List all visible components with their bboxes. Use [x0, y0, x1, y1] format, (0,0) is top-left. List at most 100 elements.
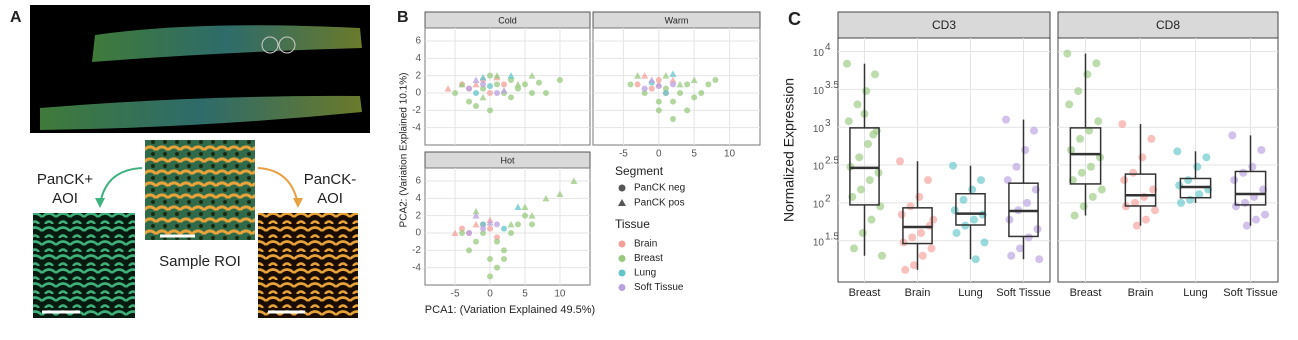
- point: [949, 161, 958, 170]
- x-tick-label: Lung: [958, 287, 982, 299]
- point: [927, 244, 936, 253]
- point: [1035, 255, 1044, 264]
- box: [955, 192, 986, 226]
- point: [500, 86, 508, 94]
- facet-title: CD3: [932, 18, 956, 32]
- x-tick-label: 10: [724, 149, 736, 160]
- y-tick-exponent: 4: [825, 42, 831, 53]
- point: [870, 70, 879, 79]
- legend-label: Soft Tissue: [634, 282, 684, 293]
- facet-title: Cold: [498, 15, 517, 25]
- point: [877, 251, 886, 260]
- point: [669, 81, 676, 88]
- point: [507, 220, 515, 228]
- point: [669, 98, 676, 105]
- point: [876, 202, 885, 211]
- point: [487, 72, 494, 79]
- point: [857, 185, 866, 194]
- point: [684, 81, 691, 88]
- point: [1002, 115, 1011, 124]
- point: [494, 90, 501, 96]
- x-tick-label: Soft Tissue: [996, 287, 1050, 299]
- point: [1138, 153, 1147, 162]
- point: [662, 85, 669, 92]
- point: [1151, 206, 1160, 215]
- point: [712, 77, 719, 83]
- point: [669, 116, 676, 122]
- box: [1124, 173, 1157, 207]
- point: [655, 107, 662, 114]
- point: [648, 85, 655, 92]
- point: [494, 81, 501, 88]
- aoi-label: AOI: [317, 190, 343, 207]
- y-tick-exponent: 2: [825, 194, 831, 205]
- point: [968, 185, 977, 194]
- point: [950, 206, 959, 215]
- point: [507, 72, 515, 79]
- point: [1193, 162, 1202, 171]
- point: [1079, 202, 1088, 211]
- point: [1129, 168, 1138, 177]
- point: [487, 256, 494, 262]
- y-tick-label: 2: [415, 70, 421, 81]
- point: [662, 90, 669, 96]
- point: [952, 228, 961, 237]
- point: [1024, 233, 1033, 242]
- y-tick-label: -4: [412, 122, 421, 133]
- point: [1065, 100, 1074, 109]
- point: [916, 228, 925, 237]
- point: [487, 225, 494, 232]
- point: [641, 90, 648, 96]
- x-tick-label: Brain: [1128, 287, 1154, 299]
- point: [458, 80, 466, 88]
- point: [1173, 147, 1182, 156]
- point: [976, 176, 985, 185]
- panel-label: A: [10, 9, 22, 26]
- point: [677, 90, 684, 96]
- point: [501, 247, 508, 254]
- point: [690, 76, 698, 83]
- point: [669, 76, 677, 83]
- point: [1070, 211, 1079, 220]
- point: [480, 230, 487, 236]
- point: [528, 212, 536, 219]
- point: [501, 81, 508, 88]
- point: [867, 215, 876, 224]
- y-tick-exponent: 3: [825, 118, 831, 129]
- point: [1118, 120, 1127, 129]
- y-tick-label: 10: [813, 48, 825, 59]
- point: [915, 192, 924, 201]
- y-tick-label: -2: [412, 105, 421, 116]
- plot-area: [1057, 37, 1279, 283]
- point: [480, 221, 487, 228]
- y-axis-label: PCA2: (Variation Explained 10.1%): [399, 73, 410, 228]
- x-tick-label: Lung: [1183, 287, 1207, 299]
- legend-symbol: [618, 284, 626, 291]
- y-tick-label: 10: [813, 86, 825, 97]
- x-tick-label: Breast: [849, 287, 881, 299]
- point: [698, 90, 705, 96]
- point: [521, 203, 529, 210]
- point: [896, 157, 905, 166]
- x-tick-label: Breast: [1070, 287, 1102, 299]
- point: [1022, 198, 1031, 207]
- x-tick-label: 10: [554, 289, 566, 300]
- point: [662, 72, 670, 79]
- roi-label: Sample ROI: [159, 253, 241, 270]
- point: [451, 229, 459, 236]
- y-tick-exponent: 3.5: [825, 80, 839, 91]
- roi-image: [145, 140, 255, 240]
- point: [634, 81, 641, 88]
- point: [494, 234, 501, 241]
- point: [514, 203, 522, 210]
- point: [466, 85, 473, 92]
- point: [910, 261, 919, 270]
- point: [501, 256, 508, 262]
- y-tick-label: 6: [415, 36, 421, 47]
- legend-title: Segment: [615, 164, 664, 178]
- point: [691, 94, 698, 101]
- x-tick-label: -5: [451, 289, 460, 300]
- point: [466, 230, 473, 236]
- point: [480, 81, 487, 88]
- point: [542, 194, 550, 202]
